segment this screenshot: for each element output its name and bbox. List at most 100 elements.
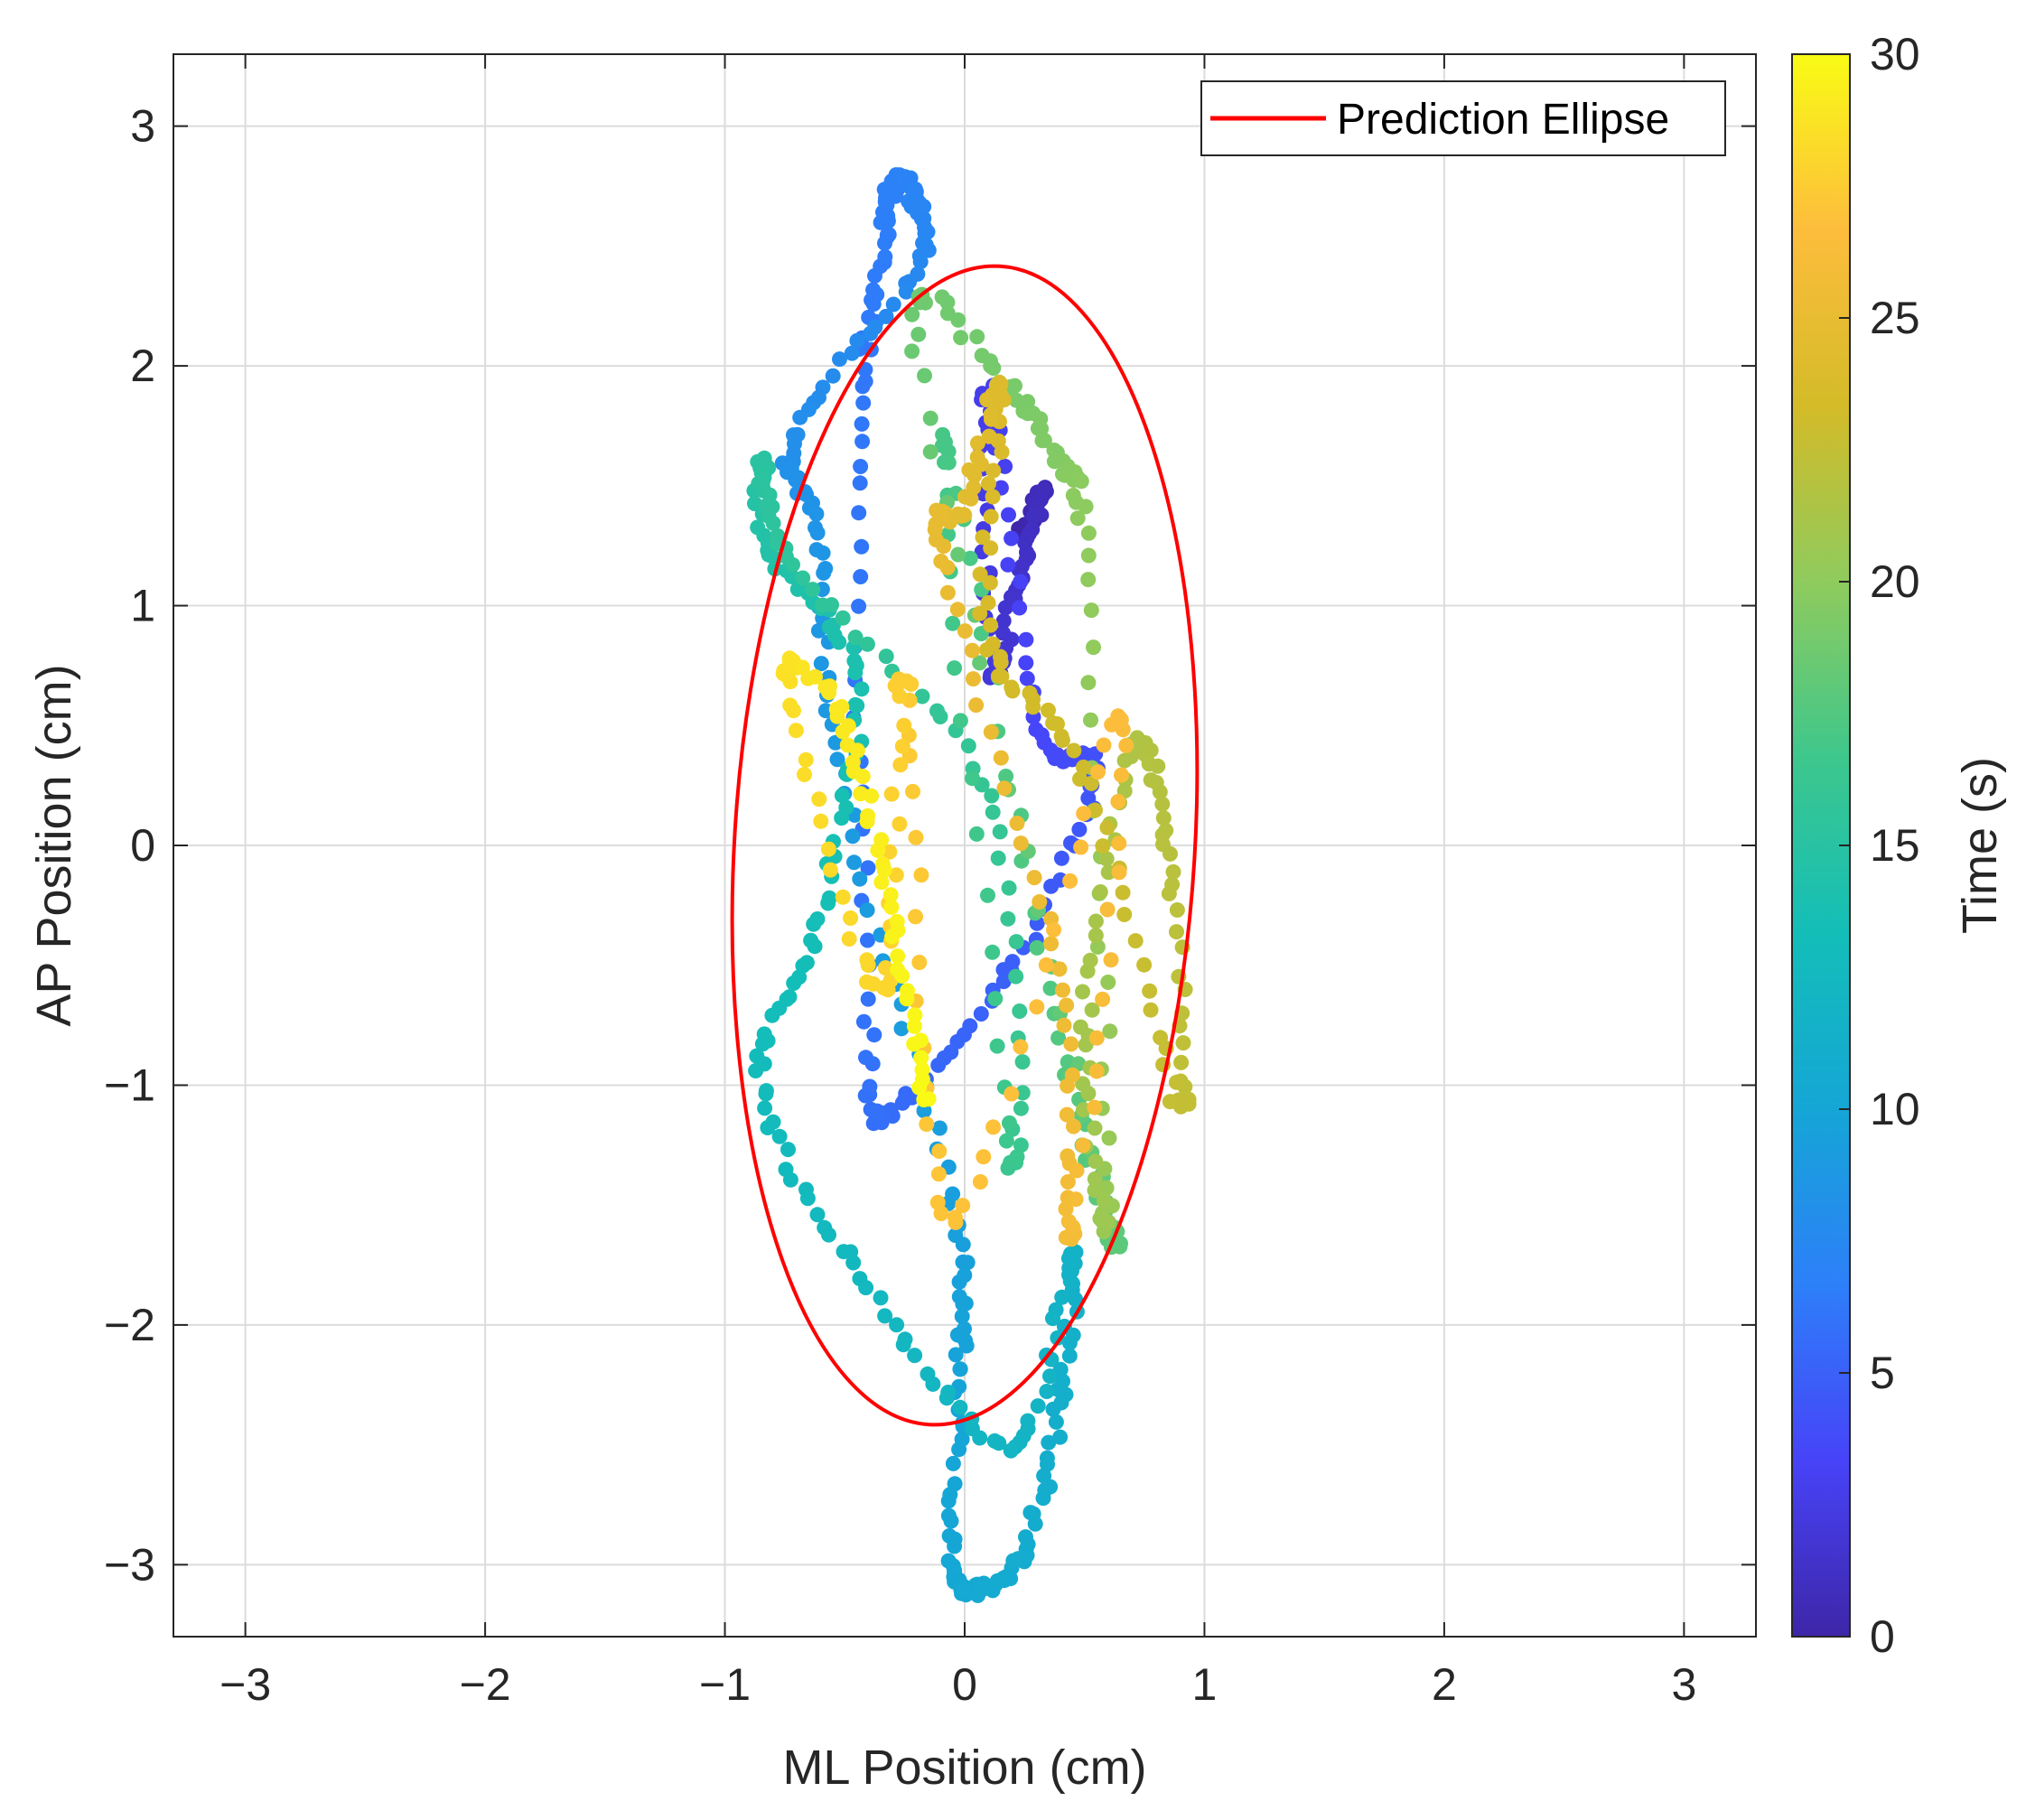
- y-tick-label: 0: [130, 820, 155, 871]
- data-point: [1088, 1063, 1105, 1079]
- colorbar-tick-label: 30: [1870, 29, 1920, 79]
- data-point: [1063, 1036, 1079, 1052]
- data-point: [1080, 572, 1097, 588]
- data-point: [873, 1290, 889, 1306]
- data-point: [1001, 880, 1017, 896]
- data-point: [963, 490, 979, 507]
- data-point: [883, 786, 900, 802]
- data-point: [966, 468, 983, 483]
- data-point: [954, 1308, 970, 1324]
- data-point: [1069, 1162, 1085, 1179]
- data-point: [1062, 1274, 1078, 1289]
- data-point: [983, 617, 999, 633]
- data-point: [816, 565, 832, 581]
- data-point: [983, 724, 999, 740]
- data-point: [1169, 1074, 1184, 1090]
- data-point: [979, 392, 995, 407]
- data-point: [943, 1513, 959, 1529]
- data-point: [1162, 845, 1178, 862]
- y-tick-label: −3: [104, 1539, 155, 1590]
- data-point: [858, 1050, 873, 1066]
- data-point: [884, 929, 901, 945]
- data-point: [1076, 806, 1092, 822]
- data-point: [1043, 936, 1060, 952]
- data-point: [860, 991, 876, 1007]
- data-point: [1029, 999, 1045, 1015]
- x-tick-label: 3: [1671, 1659, 1696, 1710]
- data-point: [1056, 1319, 1072, 1334]
- data-point: [859, 814, 875, 829]
- ellipse-layer: [730, 264, 1200, 1427]
- data-point: [952, 713, 968, 729]
- data-point: [1045, 1311, 1060, 1327]
- data-point: [939, 559, 956, 575]
- data-point: [990, 850, 1006, 866]
- data-point: [1013, 1039, 1029, 1055]
- data-point: [997, 600, 1013, 616]
- data-point: [817, 1219, 833, 1236]
- data-point: [990, 668, 1006, 685]
- data-point: [789, 470, 806, 486]
- data-point: [881, 227, 897, 243]
- data-point: [757, 1100, 773, 1116]
- data-point: [1051, 961, 1068, 977]
- data-point: [1087, 1182, 1103, 1199]
- data-point: [964, 642, 980, 658]
- data-point: [980, 887, 995, 903]
- data-point: [1153, 1030, 1169, 1046]
- data-point: [1000, 556, 1016, 573]
- data-point: [851, 598, 867, 614]
- y-tick-label: −1: [104, 1059, 155, 1110]
- data-point: [1004, 1086, 1020, 1102]
- data-point: [890, 948, 906, 965]
- data-point: [1118, 737, 1134, 753]
- data-point: [1013, 1137, 1029, 1153]
- data-point: [892, 757, 909, 773]
- data-point: [950, 312, 966, 328]
- data-point: [987, 991, 1004, 1007]
- colorbar-tick-label: 15: [1870, 820, 1920, 871]
- data-point: [1022, 685, 1038, 701]
- colorbar-tick-label: 5: [1870, 1348, 1895, 1398]
- data-point: [1175, 1035, 1191, 1051]
- data-point: [1165, 863, 1181, 880]
- data-point: [1009, 1149, 1025, 1165]
- data-point: [854, 681, 870, 697]
- data-point: [805, 582, 821, 598]
- y-tick-label: 2: [130, 341, 155, 391]
- colorbar-tick-label: 25: [1870, 293, 1920, 343]
- data-point: [897, 1331, 913, 1348]
- data-point: [919, 1116, 935, 1133]
- data-point: [1087, 1099, 1103, 1115]
- data-point: [781, 989, 798, 1005]
- data-point: [882, 844, 898, 860]
- data-point: [870, 842, 886, 858]
- data-point: [878, 649, 894, 665]
- colorbar-ticks: 0 5 10 15 20 25 30: [1839, 29, 1920, 1662]
- data-point: [932, 709, 948, 724]
- data-point: [1048, 1414, 1064, 1430]
- data-point: [896, 717, 912, 733]
- data-point: [1013, 574, 1029, 590]
- data-point: [1099, 901, 1116, 918]
- data-point: [1104, 716, 1120, 733]
- data-point: [1116, 907, 1133, 922]
- data-point: [841, 931, 857, 947]
- data-point: [1068, 1191, 1084, 1208]
- data-point: [955, 1198, 971, 1214]
- data-point: [904, 306, 920, 322]
- data-point: [904, 343, 920, 359]
- data-point: [877, 960, 893, 976]
- data-point: [976, 1149, 992, 1165]
- data-point: [778, 1162, 794, 1178]
- data-point: [885, 296, 901, 313]
- data-point: [1100, 975, 1116, 990]
- data-point: [852, 475, 868, 491]
- data-point: [982, 574, 998, 591]
- data-point: [955, 1237, 971, 1253]
- data-point: [873, 874, 890, 891]
- data-point: [898, 284, 914, 300]
- data-point: [865, 282, 882, 298]
- data-point: [1096, 1192, 1112, 1209]
